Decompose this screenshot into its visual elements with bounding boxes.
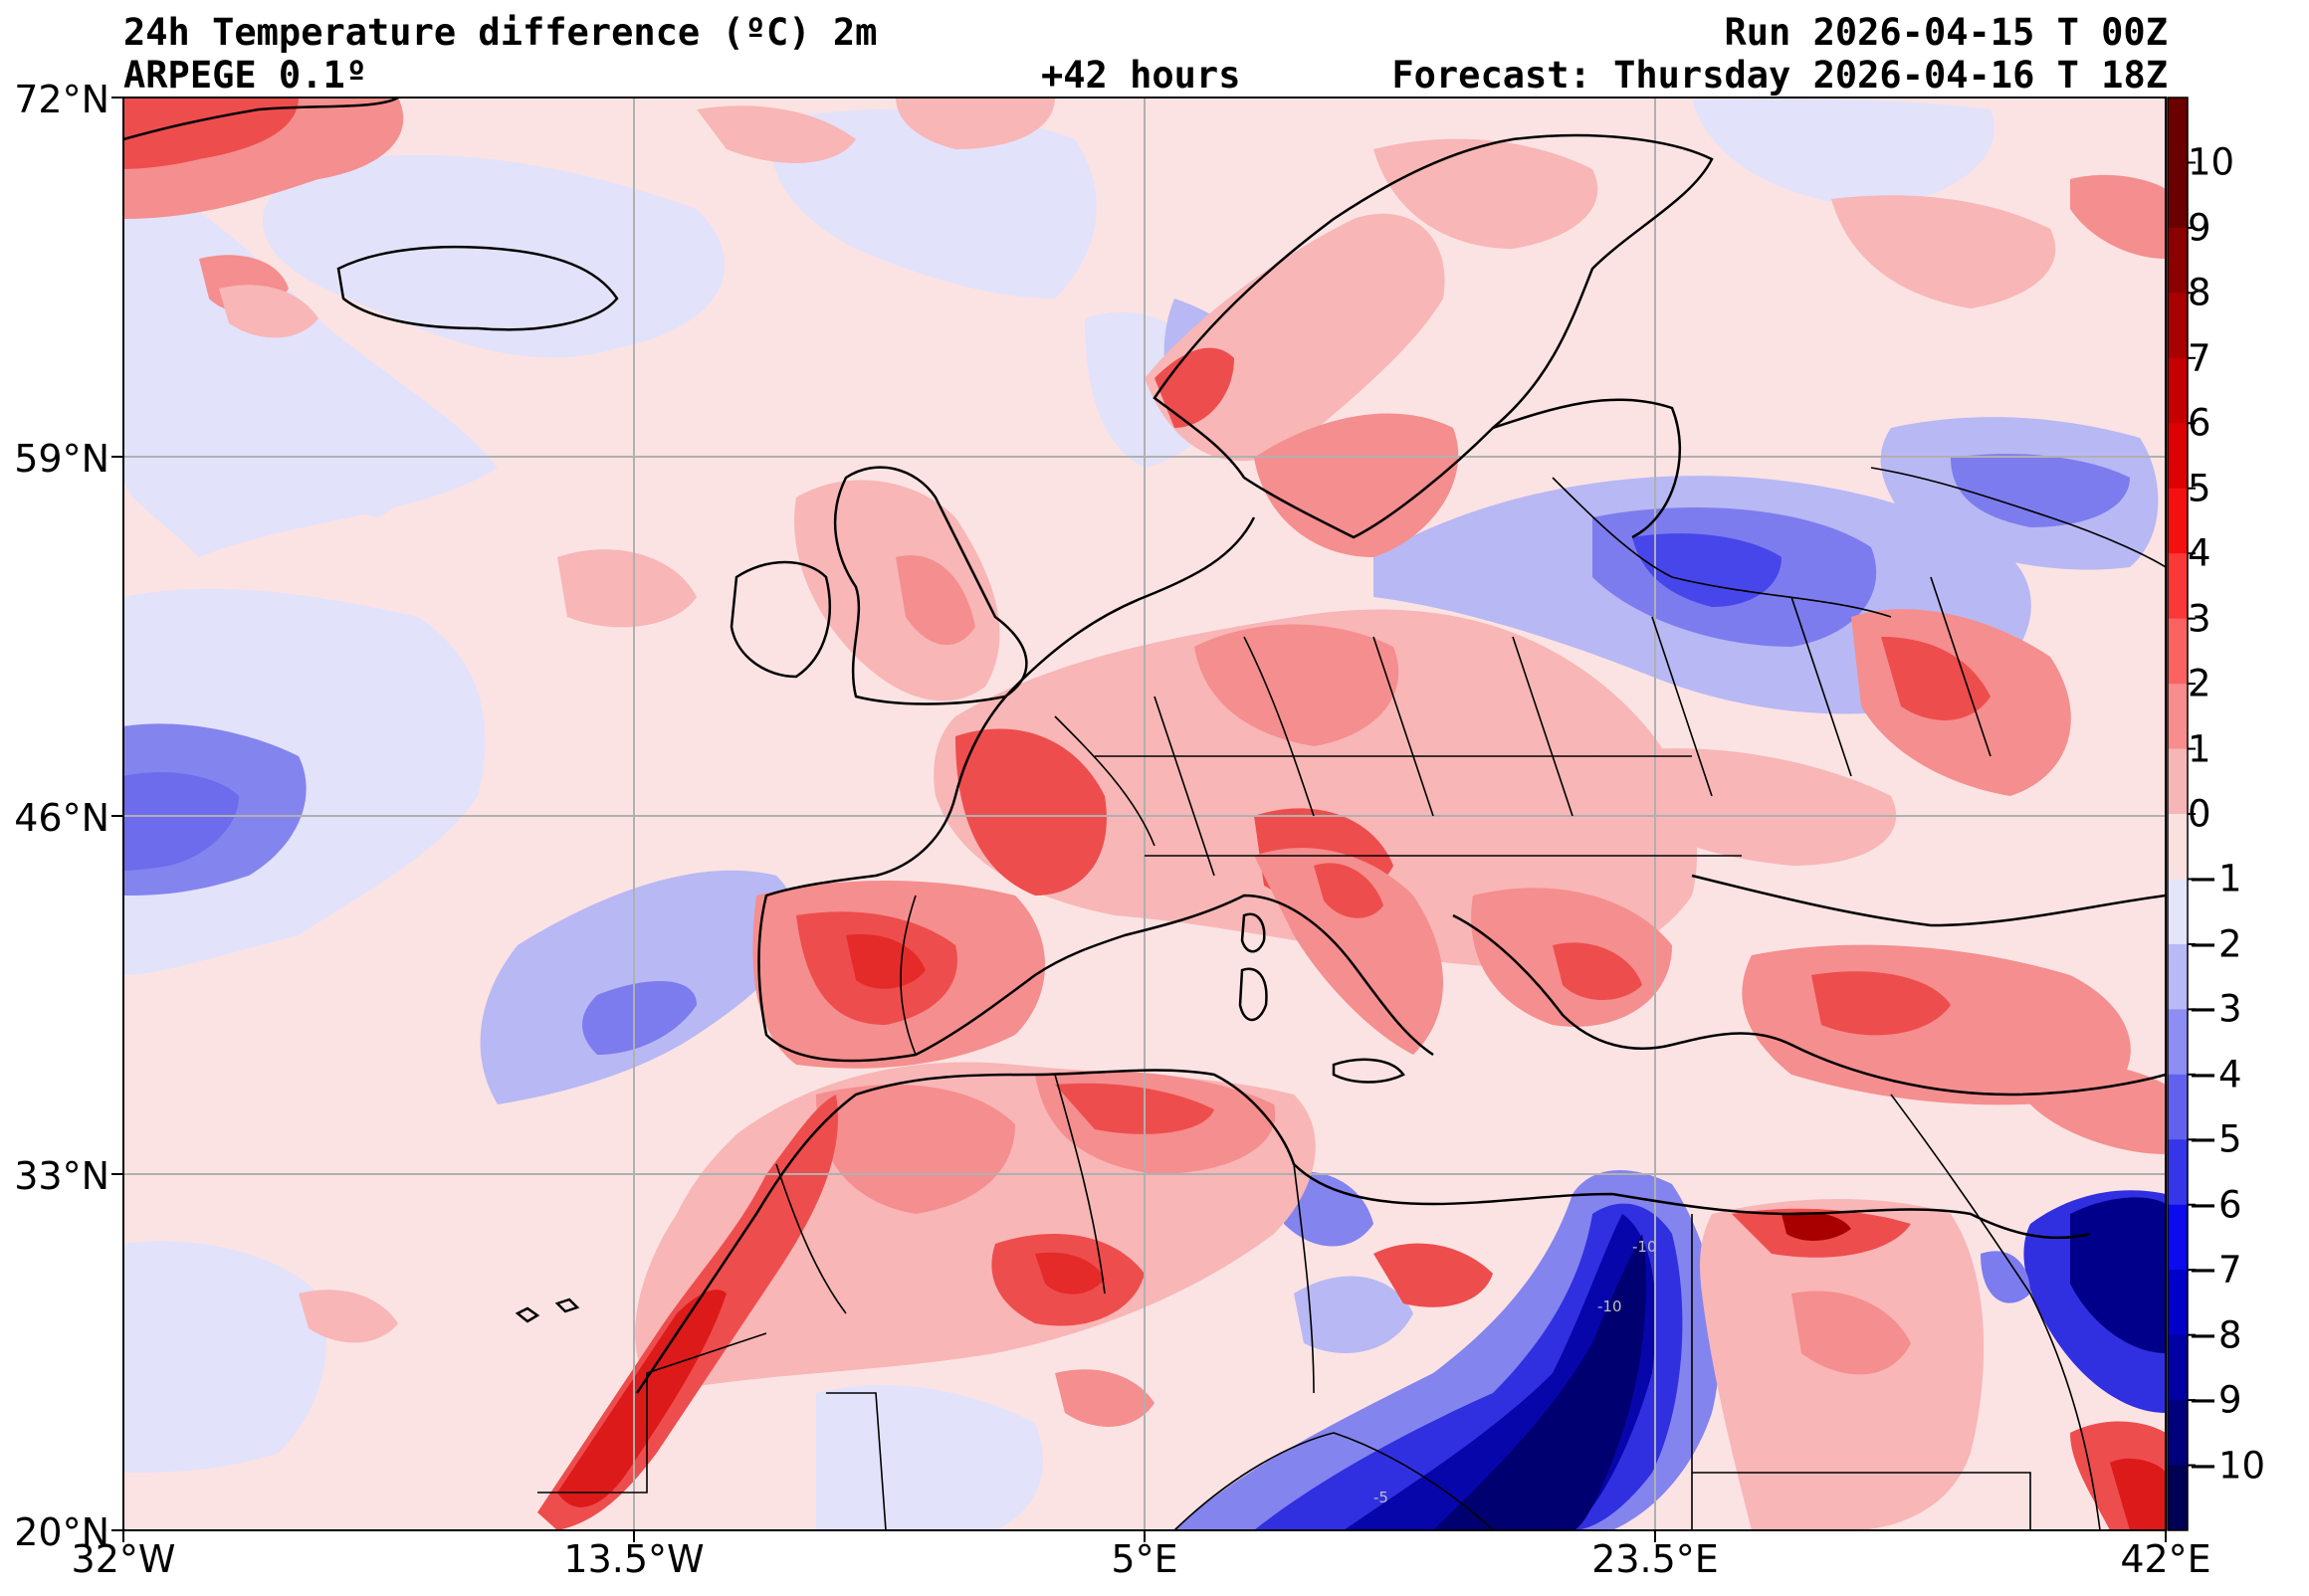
colorbar-band	[2168, 1074, 2188, 1140]
colorbar-band	[2168, 943, 2188, 1010]
colorbar-band	[2168, 1465, 2188, 1531]
colorbar-band	[2168, 814, 2188, 880]
colorbar-tick-label: −1	[2188, 857, 2242, 900]
map-title: 24h Temperature difference (ºC) 2m	[123, 11, 878, 54]
ocean-warm-streaks	[219, 98, 1055, 1343]
colorbar-tick-label: 0	[2188, 792, 2211, 836]
lon-label: 23.5°E	[1591, 1537, 1719, 1581]
colorbar-tick-label: 1	[2188, 727, 2211, 771]
cooling-regions	[123, 99, 2166, 1530]
colorbar-tick-label: 9	[2188, 206, 2211, 250]
contour-label: -5	[1373, 1489, 1388, 1506]
coastlines	[123, 98, 2166, 1394]
forecast-time: Forecast: Thursday 2026-04-16 T 18Z	[1391, 54, 2168, 97]
colorbar-band	[2168, 423, 2188, 490]
lat-label: 46°N	[14, 796, 109, 840]
lon-label: 32°W	[71, 1537, 176, 1581]
colorbar-tick-label: −9	[2188, 1378, 2242, 1422]
colorbar-band	[2168, 748, 2188, 815]
colorbar-band	[2168, 553, 2188, 620]
colorbar-tick-label: −5	[2188, 1117, 2242, 1161]
colorbar-tick-label: −2	[2188, 922, 2242, 966]
colorbar-tick-label: −10	[2188, 1444, 2266, 1488]
graticule	[123, 98, 2166, 1530]
colorbar-tick-label: −6	[2188, 1183, 2242, 1227]
colorbar-tick-label: 2	[2188, 662, 2211, 705]
colorbar-band	[2168, 879, 2188, 945]
colorbar-tick-label: 6	[2188, 401, 2211, 445]
colorbar-tick-label: 4	[2188, 531, 2211, 575]
colorbar-band	[2168, 227, 2188, 294]
lat-label: 33°N	[14, 1154, 109, 1198]
colorbar-band	[2168, 1204, 2188, 1271]
colorbar-band	[2168, 1334, 2188, 1401]
country-borders	[537, 467, 2166, 1530]
colorbar-tick-label: 10	[2188, 140, 2235, 184]
colorbar-tick-label: −8	[2188, 1313, 2242, 1357]
lat-label: 20°N	[14, 1510, 109, 1554]
colorbar-band	[2168, 1400, 2188, 1467]
lon-label: 13.5°W	[563, 1537, 705, 1581]
colorbar-tick-label: 7	[2188, 336, 2211, 380]
colorbar-band	[2168, 1139, 2188, 1206]
colorbar-band	[2168, 293, 2188, 359]
colorbar-band	[2168, 1009, 2188, 1076]
colorbar-band	[2168, 618, 2188, 685]
colorbar-tick-label: 8	[2188, 271, 2211, 314]
lon-label: 5°E	[1111, 1537, 1178, 1581]
warming-regions	[123, 98, 2166, 1530]
contour-label: -10	[1632, 1238, 1657, 1256]
lon-label: 42°E	[2120, 1537, 2211, 1581]
colorbar-band	[2168, 357, 2188, 424]
colorbar-tick-label: −3	[2188, 987, 2242, 1031]
lat-label: 59°N	[14, 437, 109, 481]
colorbar-tick-label: 3	[2188, 597, 2211, 641]
colorbar-tick-label: 5	[2188, 467, 2211, 510]
colorbar-band	[2168, 1270, 2188, 1336]
colorbar-band	[2168, 162, 2188, 229]
map-area: -10 -10 -5	[123, 98, 2166, 1530]
colorbar-band	[2168, 98, 2188, 163]
model-name: ARPEGE 0.1º	[123, 54, 368, 97]
axis-ticks	[111, 97, 2167, 1542]
contour-label: -10	[1597, 1297, 1622, 1315]
colorbar	[2167, 97, 2196, 1531]
run-time: Run 2026-04-15 T 00Z	[1724, 11, 2168, 54]
lead-time: +42 hours	[1041, 54, 1241, 97]
colorbar-band	[2168, 488, 2188, 554]
colorbar-tick-label: −7	[2188, 1248, 2242, 1292]
colorbar-tick-label: −4	[2188, 1053, 2242, 1097]
lat-label: 72°N	[14, 78, 109, 121]
colorbar-band	[2168, 684, 2188, 750]
